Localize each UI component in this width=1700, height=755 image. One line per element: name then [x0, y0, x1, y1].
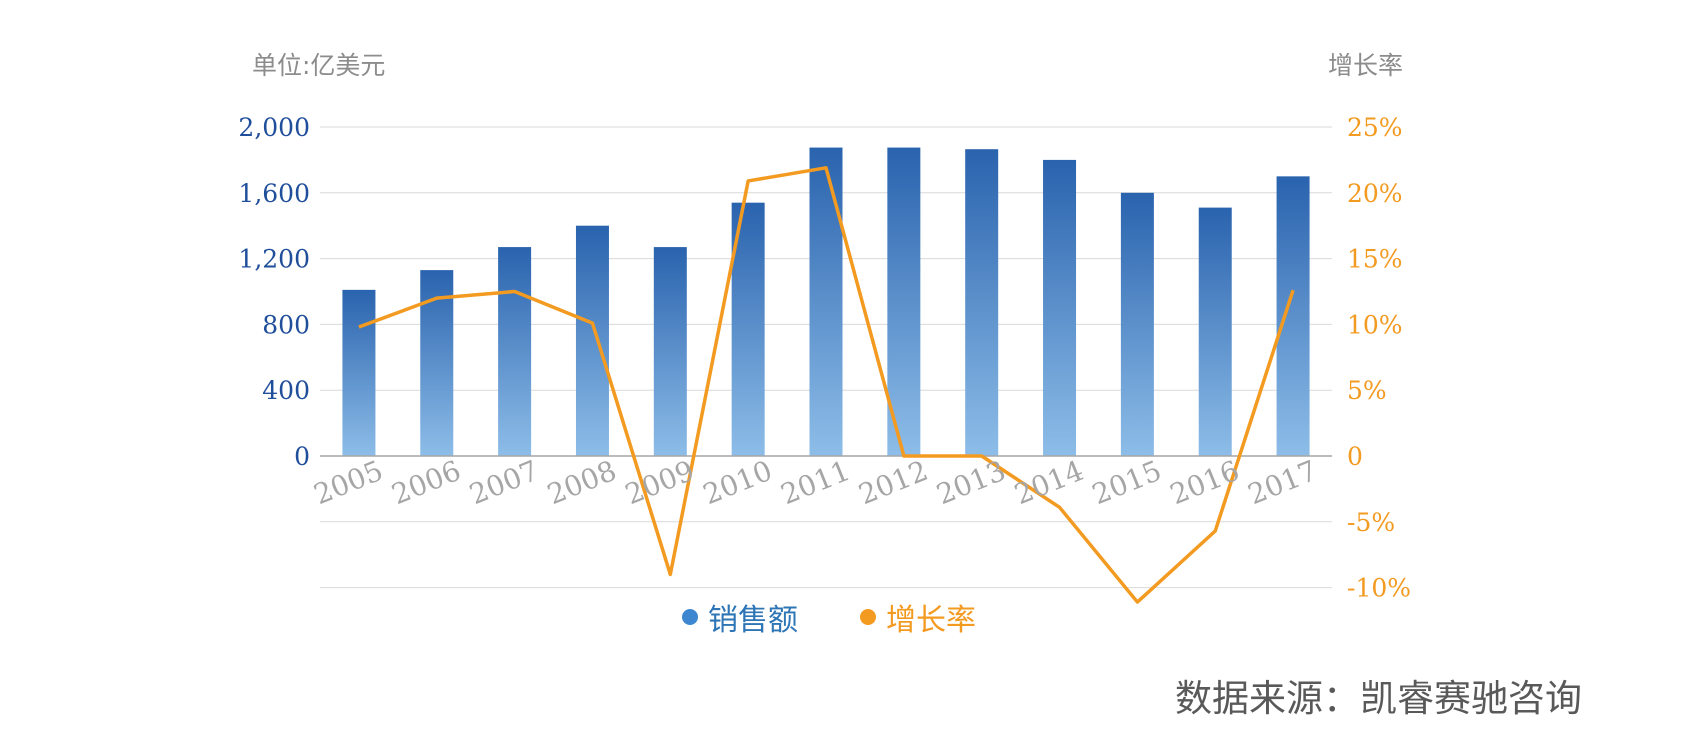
category-label-2008: 2008 [543, 454, 621, 511]
category-label-2010: 2010 [698, 454, 776, 511]
right-tick-label: 10% [1347, 310, 1403, 339]
legend-growth-label: 增长率 [886, 603, 976, 638]
bar-2017 [1276, 176, 1310, 456]
bar-2016 [1198, 207, 1232, 456]
data-source: 数据来源：凯睿赛驰咨询 [1175, 677, 1582, 720]
category-label-2011: 2011 [776, 454, 854, 511]
category-label-2009: 2009 [620, 454, 698, 511]
category-label-2013: 2013 [932, 454, 1010, 511]
bar-2015 [1120, 192, 1154, 457]
bar-2013 [965, 149, 999, 456]
bar-2008 [575, 225, 609, 456]
line-series [358, 166, 1295, 604]
left-tick-label: 800 [262, 310, 310, 339]
right-tick-label: 20% [1347, 179, 1403, 208]
bar-2007 [498, 247, 532, 456]
legend-growth-dot [860, 609, 876, 625]
category-label-2014: 2014 [1010, 454, 1088, 511]
category-label-2015: 2015 [1088, 454, 1166, 511]
legend-sales-label: 销售额 [708, 603, 798, 638]
right-tick-label: -5% [1347, 508, 1395, 537]
category-label-2017: 2017 [1243, 454, 1321, 511]
left-tick-label: 400 [262, 376, 310, 405]
right-tick-label: 0 [1347, 442, 1363, 471]
bar-2011 [809, 147, 843, 456]
left-tick-label: 1,600 [238, 179, 310, 208]
bar-2014 [1043, 159, 1077, 456]
right-tick-label: 15% [1347, 245, 1403, 274]
legend-item-growth[interactable]: 增长率 [860, 595, 976, 639]
right-tick-label: 5% [1347, 376, 1387, 405]
bar-2009 [653, 247, 687, 456]
left-tick-label: 1,200 [238, 245, 310, 274]
category-label-2012: 2012 [854, 454, 932, 511]
left-tick-label: 2,000 [238, 113, 310, 142]
bar-2005 [342, 289, 376, 456]
category-label-2006: 2006 [387, 454, 465, 511]
left-tick-label: 0 [294, 442, 310, 471]
right-tick-label: 25% [1347, 113, 1403, 142]
bar-2012 [887, 147, 921, 456]
legend-item-sales[interactable]: 销售额 [682, 595, 798, 639]
bar-series [342, 147, 1310, 457]
category-label-2016: 2016 [1165, 454, 1243, 511]
right-tick-label: -10% [1347, 574, 1411, 603]
right-axis-unit: 增长率 [1328, 51, 1404, 80]
category-label-2007: 2007 [465, 454, 543, 511]
left-axis-unit: 单位:亿美元 [252, 51, 386, 80]
legend-sales-dot [682, 609, 698, 625]
category-label-2005: 2005 [309, 454, 387, 511]
